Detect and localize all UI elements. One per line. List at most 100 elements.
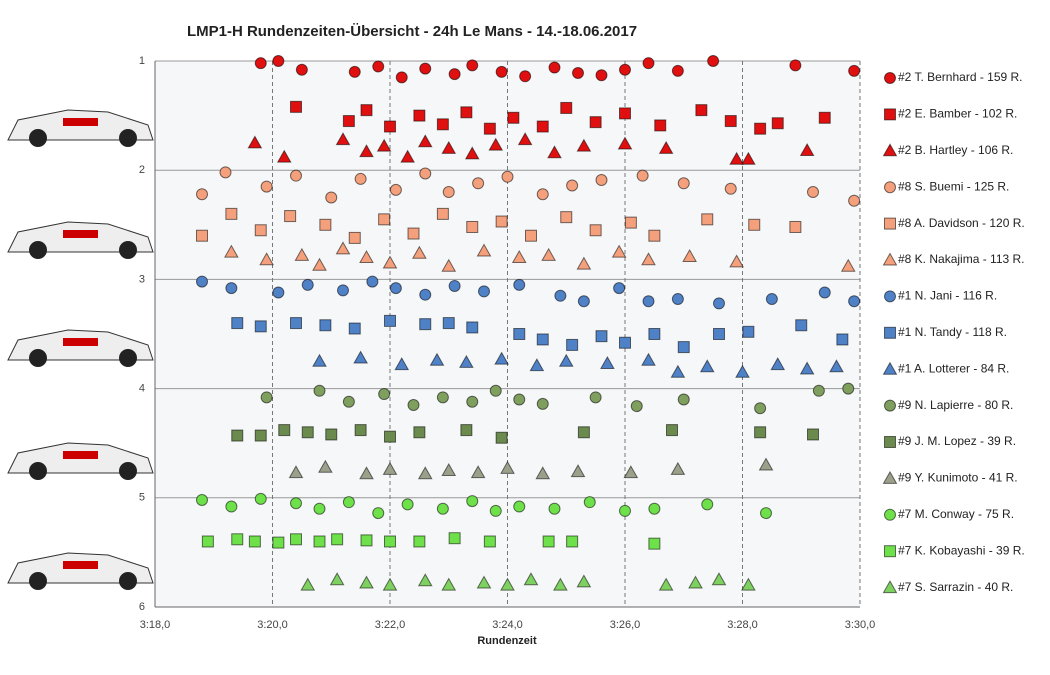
point bbox=[472, 177, 485, 190]
point bbox=[329, 572, 345, 586]
point bbox=[840, 258, 856, 272]
point bbox=[572, 67, 584, 80]
point bbox=[313, 384, 326, 397]
point bbox=[812, 384, 825, 397]
point bbox=[547, 145, 562, 159]
legend-marker bbox=[884, 436, 896, 448]
point bbox=[553, 577, 568, 591]
point bbox=[441, 258, 457, 272]
point bbox=[807, 186, 819, 199]
legend-item: #2 B. Hartley - 106 R. bbox=[882, 143, 1013, 157]
point bbox=[360, 104, 373, 117]
point bbox=[448, 279, 461, 292]
series bbox=[201, 532, 661, 550]
point bbox=[441, 577, 457, 591]
point bbox=[290, 533, 302, 546]
point bbox=[476, 575, 492, 589]
point bbox=[677, 341, 690, 354]
point bbox=[342, 115, 355, 128]
point bbox=[713, 297, 725, 310]
point bbox=[611, 244, 627, 258]
point bbox=[483, 535, 496, 548]
legend-label: #1 A. Lotterer - 84 R. bbox=[898, 361, 1009, 375]
point bbox=[511, 250, 527, 264]
point bbox=[570, 464, 586, 478]
legend-label: #9 N. Lapierre - 80 R. bbox=[898, 398, 1013, 412]
legend-item: #1 A. Lotterer - 84 R. bbox=[882, 361, 1009, 375]
point bbox=[219, 166, 232, 179]
point bbox=[807, 428, 819, 441]
series bbox=[290, 100, 831, 135]
car-8 bbox=[7, 221, 154, 259]
point bbox=[359, 144, 374, 158]
legend-item: #7 M. Conway - 75 R. bbox=[884, 507, 1014, 521]
legend-marker bbox=[882, 361, 898, 375]
point bbox=[513, 328, 526, 340]
point bbox=[495, 65, 508, 78]
point bbox=[359, 466, 374, 480]
point bbox=[348, 231, 361, 244]
point bbox=[613, 282, 626, 295]
point bbox=[384, 314, 396, 327]
point bbox=[566, 338, 579, 351]
point bbox=[576, 574, 592, 588]
legend-label: #1 N. Tandy - 118 R. bbox=[898, 325, 1007, 339]
x-tick-label: 3:28,0 bbox=[727, 619, 758, 631]
point bbox=[301, 278, 314, 291]
point bbox=[394, 357, 410, 371]
point bbox=[495, 431, 508, 444]
point bbox=[500, 460, 515, 474]
point bbox=[623, 465, 639, 479]
point bbox=[259, 252, 274, 266]
point bbox=[648, 229, 661, 242]
point bbox=[548, 502, 561, 515]
legend-item: #1 N. Jani - 116 R. bbox=[884, 289, 997, 303]
point bbox=[441, 140, 457, 154]
point bbox=[384, 430, 396, 443]
legend-label: #7 M. Conway - 75 R. bbox=[898, 507, 1014, 521]
point bbox=[384, 535, 396, 548]
point bbox=[760, 507, 772, 520]
x-tick-label: 3:30,0 bbox=[845, 619, 876, 631]
point bbox=[771, 117, 784, 130]
point bbox=[436, 391, 449, 404]
legend-marker bbox=[884, 72, 896, 84]
point bbox=[699, 359, 715, 373]
point bbox=[337, 284, 349, 297]
point bbox=[284, 210, 297, 223]
point bbox=[312, 353, 327, 367]
point bbox=[536, 333, 549, 346]
point bbox=[789, 220, 802, 233]
point bbox=[335, 132, 351, 146]
point bbox=[624, 216, 637, 229]
legend-item: #7 S. Sarrazin - 40 R. bbox=[882, 580, 1013, 594]
point bbox=[589, 391, 602, 404]
point bbox=[348, 65, 361, 78]
point bbox=[566, 535, 579, 548]
point bbox=[536, 397, 549, 410]
point bbox=[765, 293, 778, 306]
point bbox=[459, 354, 474, 368]
point bbox=[619, 63, 631, 76]
point bbox=[196, 275, 208, 288]
series bbox=[196, 207, 802, 244]
point bbox=[754, 122, 767, 135]
legend-marker bbox=[884, 217, 896, 230]
point bbox=[541, 247, 556, 261]
point bbox=[412, 245, 427, 259]
point bbox=[648, 328, 661, 340]
point bbox=[713, 328, 725, 340]
x-tick-label: 3:24,0 bbox=[492, 619, 523, 631]
point bbox=[382, 461, 398, 475]
point bbox=[272, 536, 285, 549]
point bbox=[288, 465, 304, 479]
point bbox=[419, 62, 432, 75]
point bbox=[789, 59, 802, 72]
point bbox=[466, 59, 479, 72]
legend-item: #8 A. Davidson - 120 R. bbox=[884, 216, 1025, 230]
y-tick-label: 1 bbox=[139, 55, 145, 67]
car-9 bbox=[7, 442, 154, 480]
point bbox=[419, 167, 432, 180]
point bbox=[225, 282, 238, 295]
point bbox=[642, 57, 655, 70]
